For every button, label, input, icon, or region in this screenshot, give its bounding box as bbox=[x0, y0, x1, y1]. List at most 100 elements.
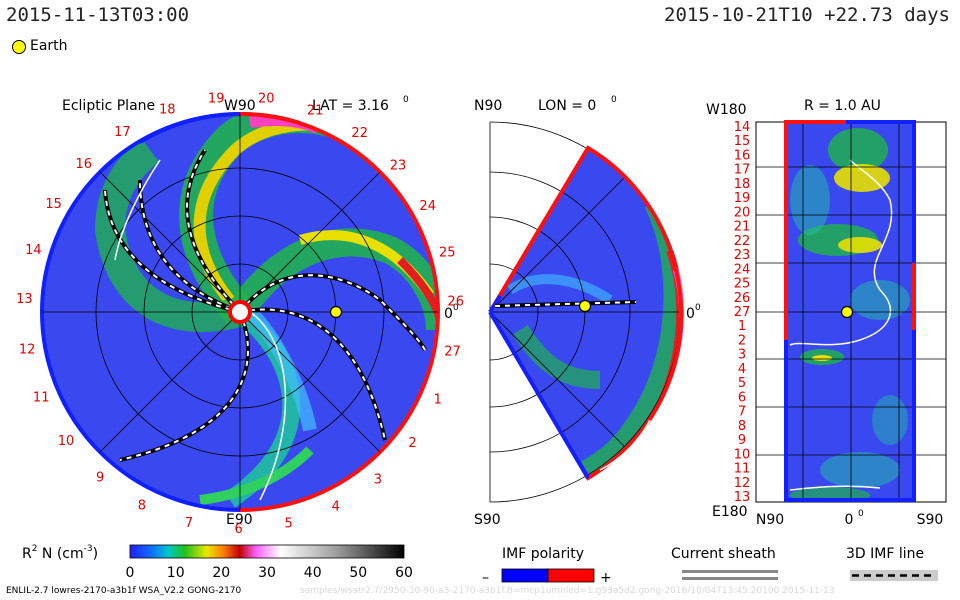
meridional-title: LON = 0 bbox=[538, 98, 596, 114]
au-map-x-ticks: N90 0 S90 0 bbox=[756, 509, 944, 528]
map-ytick-8: 8 bbox=[738, 419, 746, 434]
map-ytick-9: 9 bbox=[738, 433, 746, 448]
ecliptic-title: Ecliptic Plane bbox=[62, 98, 155, 114]
legend-imf-line: 3D IMF line bbox=[846, 546, 938, 581]
carrington-label-21: 21 bbox=[307, 104, 324, 119]
carrington-label-13: 13 bbox=[16, 292, 33, 307]
ecliptic-panel: Ecliptic Plane LAT = 3.16 0 W90 E90 0 0 … bbox=[16, 91, 464, 537]
map-xtick-S90: S90 bbox=[917, 512, 944, 528]
meridional-bottom-label: S90 bbox=[474, 512, 501, 528]
colorbar-ticks: 0 10 20 30 40 50 60 bbox=[126, 565, 413, 581]
footer-model-info: ENLIL-2.7 lowres-2170-a3b1f WSA_V2.2 GON… bbox=[6, 586, 242, 596]
earth-marker-ecliptic bbox=[329, 305, 343, 319]
colorbar-tick-60: 60 bbox=[395, 565, 413, 581]
map-ytick-21: 21 bbox=[734, 220, 751, 235]
au-map-y-ticks: 1415161718192021222324252627123456789101… bbox=[734, 120, 751, 505]
colorbar-tick-40: 40 bbox=[304, 565, 322, 581]
map-ytick-15: 15 bbox=[734, 134, 751, 149]
map-ytick-25: 25 bbox=[734, 277, 751, 292]
earth-legend-icon bbox=[12, 40, 26, 54]
carrington-label-26: 26 bbox=[447, 295, 464, 310]
carrington-label-22: 22 bbox=[351, 126, 368, 141]
run-info: 2015-10-21T10 +22.73 days bbox=[664, 4, 950, 26]
legend-imf-polarity: IMF polarity – + bbox=[482, 546, 612, 586]
legend-minus: – bbox=[482, 570, 489, 586]
ecliptic-lat: LAT = 3.16 bbox=[312, 98, 389, 114]
map-ytick-26: 26 bbox=[734, 291, 751, 306]
meridional-background bbox=[490, 148, 684, 478]
meridional-right-label: 0 bbox=[686, 306, 695, 322]
carrington-label-19: 19 bbox=[208, 91, 225, 106]
carrington-label-18: 18 bbox=[159, 103, 176, 118]
ecliptic-top-label: W90 bbox=[224, 98, 256, 114]
map-ytick-17: 17 bbox=[734, 163, 751, 178]
meridional-boundary-positive bbox=[488, 145, 678, 314]
map-ytick-10: 10 bbox=[734, 447, 751, 462]
map-ytick-20: 20 bbox=[734, 205, 751, 220]
map-ytick-16: 16 bbox=[734, 149, 751, 164]
carrington-label-9: 9 bbox=[96, 471, 104, 486]
meridional-title-sup: 0 bbox=[611, 95, 617, 105]
carrington-label-10: 10 bbox=[58, 434, 75, 449]
map-ytick-24: 24 bbox=[734, 262, 751, 277]
carrington-label-2: 2 bbox=[408, 436, 416, 451]
map-ytick-3: 3 bbox=[738, 348, 746, 363]
ecliptic-bottom-label: E90 bbox=[226, 512, 253, 528]
map-ytick-23: 23 bbox=[734, 248, 751, 263]
colorbar-tick-10: 10 bbox=[167, 565, 185, 581]
au-map-top-left-label: W180 bbox=[706, 102, 747, 118]
map-ytick-5: 5 bbox=[738, 376, 746, 391]
map-ytick-4: 4 bbox=[738, 362, 746, 377]
legend-polarity-negative-swatch bbox=[501, 568, 549, 583]
map-ytick-22: 22 bbox=[734, 234, 751, 249]
carrington-label-17: 17 bbox=[114, 125, 131, 140]
carrington-label-7: 7 bbox=[185, 516, 193, 531]
earth-legend-label: Earth bbox=[30, 38, 68, 54]
colorbar-tick-0: 0 bbox=[126, 565, 135, 581]
ecliptic-right-label: 0 bbox=[444, 306, 453, 322]
carrington-label-11: 11 bbox=[33, 390, 50, 405]
colorbar: R2 N (cm-3) 0 10 20 30 40 50 60 bbox=[22, 544, 413, 581]
footer-ghost-info: samples/wsatr2.7/2950-30-90-a3-2170-a3b1… bbox=[300, 586, 835, 596]
au-map-title: R = 1.0 AU bbox=[804, 98, 881, 114]
legend-current-sheath-line-2 bbox=[682, 577, 778, 580]
colorbar-tick-50: 50 bbox=[349, 565, 367, 581]
colorbar-tick-20: 20 bbox=[212, 565, 230, 581]
map-ytick-7: 7 bbox=[738, 405, 746, 420]
au-map-current-sheet bbox=[789, 159, 893, 346]
colorbar-tick-30: 30 bbox=[258, 565, 276, 581]
map-ytick-18: 18 bbox=[734, 177, 751, 192]
carrington-label-4: 4 bbox=[332, 500, 340, 515]
model-time: 2015-11-13T03:00 bbox=[6, 4, 190, 26]
legend-current-sheath-line-1 bbox=[682, 570, 778, 573]
legend-current-sheath: Current sheath bbox=[671, 546, 778, 580]
au-map-bottom-left-label: E180 bbox=[712, 504, 748, 520]
map-ytick-11: 11 bbox=[734, 462, 751, 477]
legend-current-sheath-label: Current sheath bbox=[671, 546, 776, 562]
meridional-panel: LON = 0 0 N90 S90 0 0 bbox=[474, 95, 701, 528]
carrington-label-3: 3 bbox=[374, 472, 382, 487]
map-xtick-N90: N90 bbox=[756, 512, 784, 528]
map-ytick-19: 19 bbox=[734, 191, 751, 206]
meridional-boundary-negative bbox=[488, 310, 590, 480]
carrington-label-24: 24 bbox=[419, 199, 436, 214]
carrington-label-23: 23 bbox=[390, 159, 407, 174]
ecliptic-imf-lines bbox=[103, 148, 427, 501]
map-ytick-6: 6 bbox=[738, 390, 746, 405]
carrington-label-20: 20 bbox=[258, 92, 275, 107]
map-ytick-27: 27 bbox=[734, 305, 751, 320]
ecliptic-right-label-sup: 0 bbox=[453, 303, 459, 313]
meridional-right-label-sup: 0 bbox=[695, 303, 701, 313]
legend-imf-line-label: 3D IMF line bbox=[846, 546, 924, 562]
map-ytick-14: 14 bbox=[734, 120, 751, 135]
sun-marker bbox=[228, 300, 252, 324]
meridional-top-label: N90 bbox=[474, 98, 502, 114]
colorbar-label: R2 N (cm-3) bbox=[22, 544, 98, 562]
carrington-label-8: 8 bbox=[138, 499, 146, 514]
legend-polarity-positive-swatch bbox=[547, 568, 595, 583]
carrington-label-27: 27 bbox=[444, 345, 461, 360]
earth-marker-map bbox=[840, 305, 854, 319]
carrington-label-6: 6 bbox=[235, 522, 243, 537]
